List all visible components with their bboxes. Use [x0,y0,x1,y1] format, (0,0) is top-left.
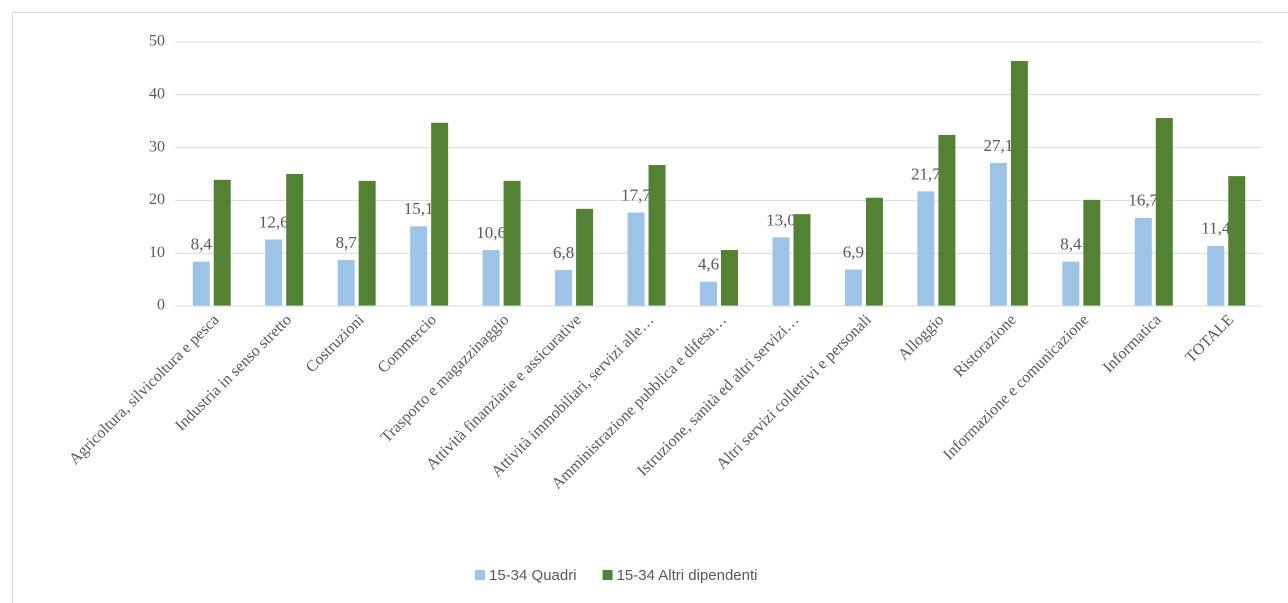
bar [1062,261,1080,306]
y-tick-label: 10 [149,244,165,261]
data-label: 21,7 [911,164,941,183]
data-label: 4,6 [698,255,719,274]
bar [213,179,231,306]
bar [627,212,645,306]
bar [1155,118,1173,306]
bar [337,260,355,306]
bar [721,250,738,306]
bar [772,237,790,306]
y-tick-label: 40 [149,85,165,102]
data-label: 27,1 [983,136,1013,155]
data-label: 12,6 [259,212,289,231]
data-label: 17,7 [621,185,651,204]
bar [938,134,956,306]
bar [482,250,500,306]
data-label: 6,8 [553,243,574,262]
data-label: 8,7 [336,233,358,252]
legend-swatch [602,570,613,580]
bar [793,214,811,306]
legend-label: 15-34 Quadri [489,567,577,584]
bar [431,122,449,306]
data-label: 8,4 [191,235,213,254]
y-tick-label: 0 [157,297,165,314]
bar [648,165,666,306]
bar [358,180,376,306]
legend-label: 15-34 Altri dipendenti [617,567,758,584]
bar [576,208,594,306]
y-tick-label: 30 [149,138,165,155]
y-tick-label: 50 [149,33,165,50]
legend-swatch [475,570,485,580]
bar [265,239,283,306]
bar [917,191,935,306]
data-label: 10,6 [476,223,506,242]
bar [1207,245,1225,306]
data-label: 6,9 [843,242,864,261]
bar [410,226,428,306]
data-label: 16,7 [1128,191,1158,210]
bar [865,197,883,306]
bar [844,269,862,306]
bar [192,261,210,306]
bar [1228,176,1246,306]
bar [1134,217,1152,306]
data-label: 8,4 [1060,235,1082,254]
data-label: 13,0 [766,210,796,229]
data-label: 11,4 [1201,219,1231,238]
bar [989,162,1007,306]
y-tick-label: 20 [149,191,165,208]
bar [555,270,573,306]
bar [1083,199,1101,306]
chart-border [12,12,1288,603]
bar [286,174,304,306]
data-label: 15,1 [404,199,434,218]
bar [700,281,717,306]
bar [503,180,521,306]
bar [1010,61,1028,307]
